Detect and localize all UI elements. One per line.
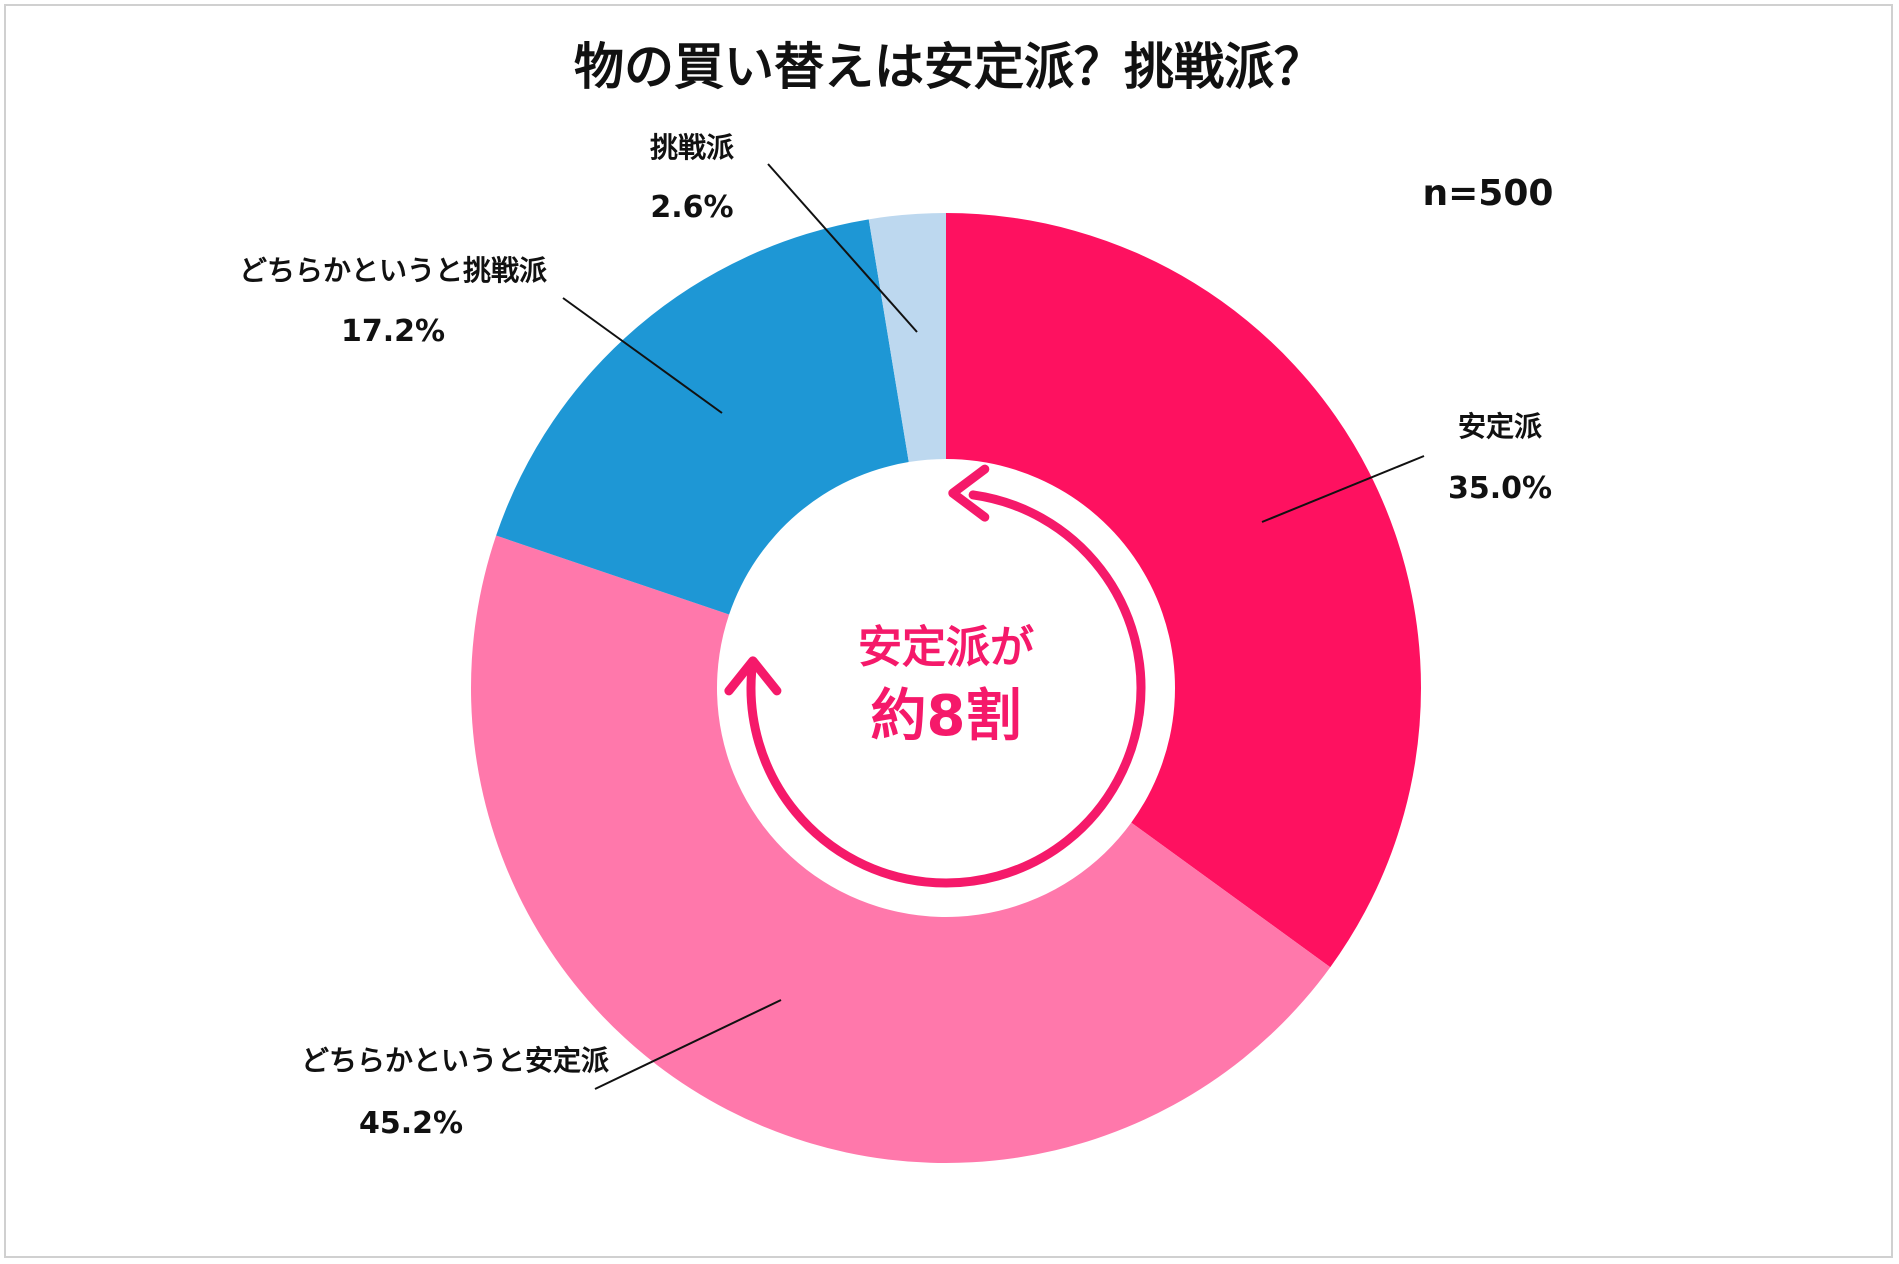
leader-line bbox=[594, 999, 782, 1090]
sample-size-label: n=500 bbox=[1423, 173, 1554, 214]
slice-name-label: どちらかというと挑戦派 bbox=[239, 254, 547, 287]
slices-group bbox=[471, 213, 1421, 1163]
slice-value-label: 35.0% bbox=[1448, 471, 1552, 506]
leader-line bbox=[767, 163, 918, 333]
slice-value-label: 45.2% bbox=[359, 1106, 463, 1141]
arrow-head-top-icon bbox=[948, 464, 990, 522]
slice-labels: 安定派 35.0% どちらかというと安定派 45.2% どちらかというと挑戦派 17.2%… bbox=[239, 131, 1552, 1141]
slice-value-label: 17.2% bbox=[341, 314, 445, 349]
arrow-head-left-icon bbox=[724, 656, 782, 696]
leader-line bbox=[1261, 455, 1425, 523]
donut-slice bbox=[868, 213, 946, 463]
donut-slice bbox=[946, 213, 1421, 968]
center-text-line2: 約8割 bbox=[871, 684, 1022, 749]
donut-slice bbox=[496, 219, 909, 615]
center-text-line1: 安定派が bbox=[858, 622, 1034, 673]
chart-title: 物の買い替えは安定派？挑戦派？ bbox=[574, 38, 1324, 96]
slice-value-label: 2.6% bbox=[650, 190, 733, 225]
circular-arrow-icon bbox=[746, 490, 1146, 888]
slice-name-label: どちらかというと安定派 bbox=[301, 1044, 609, 1077]
center-annotation: 安定派が 約8割 bbox=[724, 464, 1146, 888]
donut-slice bbox=[471, 535, 1331, 1163]
slice-name-label: 安定派 bbox=[1458, 410, 1542, 443]
leader-line bbox=[562, 297, 723, 414]
slice-name-label: 挑戦派 bbox=[650, 131, 734, 164]
leader-lines bbox=[562, 163, 1425, 1090]
